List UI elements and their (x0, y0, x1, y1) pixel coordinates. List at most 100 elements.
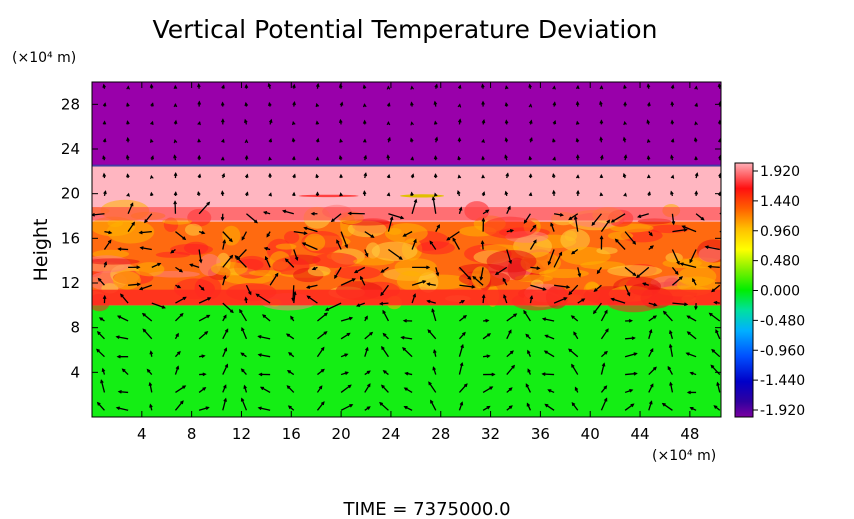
wind-vector-head (360, 275, 364, 280)
wind-vector-head (563, 297, 568, 301)
colorbar-tick-label: 0.000 (760, 284, 800, 300)
wind-vector-head (653, 302, 658, 307)
wind-vector (118, 390, 129, 394)
wind-vector-head (670, 119, 675, 124)
wind-vector-head (96, 401, 101, 406)
wind-vector (553, 252, 563, 268)
wind-vector-head (630, 403, 635, 408)
wind-vector (283, 210, 294, 215)
wind-vector-head (717, 83, 721, 88)
texture-blob (371, 241, 418, 262)
wind-vector-head (301, 242, 306, 246)
wind-vector (174, 313, 184, 322)
wind-vector-head (200, 286, 205, 291)
wind-vector (403, 231, 413, 237)
wind-vector-head (320, 368, 325, 373)
wind-vector-head (430, 399, 434, 404)
wind-vector (116, 336, 129, 340)
wind-vector (236, 249, 247, 260)
wind-vector (340, 384, 352, 393)
wind-vector-head (344, 371, 349, 375)
wind-vector-head (257, 353, 262, 357)
wind-vector (480, 267, 484, 280)
wind-vector (624, 352, 637, 358)
wind-vector-head (685, 352, 690, 356)
wind-vector-head (467, 276, 472, 280)
wind-vector (198, 387, 206, 393)
wind-vector-head (593, 288, 598, 292)
wind-vector (435, 224, 440, 232)
wind-vector-head (262, 314, 267, 319)
wind-vector (542, 318, 555, 322)
wind-vector-head (710, 364, 715, 369)
wind-vector-head (523, 219, 528, 224)
wind-vector (336, 240, 342, 250)
wind-vector-head (508, 405, 513, 410)
wind-vector-head (686, 390, 691, 395)
wind-vector-head (711, 288, 716, 293)
wind-vector (293, 249, 298, 261)
wind-vector (458, 332, 466, 340)
wind-vector-head (410, 191, 414, 196)
wind-vector-head (457, 155, 461, 161)
colorbar-tick-label: 1.920 (760, 164, 800, 180)
wind-vector-head (102, 155, 106, 160)
wind-vector-head (463, 383, 468, 388)
wind-vector-head (126, 136, 130, 142)
wind-vector (293, 230, 307, 235)
wind-vector-head (566, 285, 571, 289)
wind-vector (625, 372, 637, 376)
wind-vector (241, 231, 248, 240)
wind-vector-head (173, 119, 178, 124)
wind-vector (356, 302, 366, 307)
wind-vector-head (284, 258, 289, 263)
wind-vector-head (670, 174, 675, 179)
wind-vector-head (694, 121, 698, 126)
wind-vector-head (402, 233, 407, 237)
wind-vector (427, 329, 437, 340)
wind-vector (648, 329, 652, 340)
wind-vector-head (324, 307, 329, 311)
wind-vector (316, 401, 325, 411)
wind-vector (411, 294, 416, 304)
wind-vector (506, 313, 517, 322)
wind-vector-head (457, 174, 462, 179)
wind-vector-head (718, 100, 721, 106)
wind-vector-head (452, 237, 456, 242)
wind-vector (615, 238, 626, 250)
wind-vector (258, 354, 271, 358)
wind-vector-head (575, 154, 580, 159)
texture-blob (514, 274, 554, 283)
wind-vector (611, 298, 626, 304)
wind-vector (435, 267, 439, 276)
wind-vector-head (426, 265, 431, 270)
wind-vector-head (575, 84, 580, 90)
wind-vector-head (694, 190, 699, 195)
wind-vector (529, 225, 537, 233)
wind-vector-head (686, 331, 691, 336)
wind-vector (458, 362, 463, 375)
wind-vector-head (433, 100, 438, 105)
wind-vector-head (571, 401, 576, 407)
wind-vector-head (718, 172, 721, 177)
wind-vector-head (601, 362, 606, 367)
wind-vector-head (136, 282, 141, 287)
wind-vector-head (460, 300, 466, 304)
wind-vector-head (348, 316, 354, 321)
wind-vector (600, 310, 608, 322)
wind-vector-head (221, 138, 225, 143)
wind-vector-head (433, 155, 438, 160)
wind-vector-head (558, 251, 563, 256)
wind-vector-head (552, 189, 556, 194)
wind-vector-head (179, 400, 184, 405)
wind-vector (482, 295, 485, 304)
wind-vector-head (268, 138, 273, 143)
wind-vector (671, 276, 683, 286)
wind-vector (142, 328, 153, 340)
wind-vector-head (102, 294, 107, 300)
wind-vector-head (599, 119, 604, 124)
wind-vector-head (339, 138, 343, 143)
wind-vector-head (433, 120, 438, 125)
wind-vector-head (102, 120, 107, 125)
wind-vector-head (649, 347, 654, 353)
